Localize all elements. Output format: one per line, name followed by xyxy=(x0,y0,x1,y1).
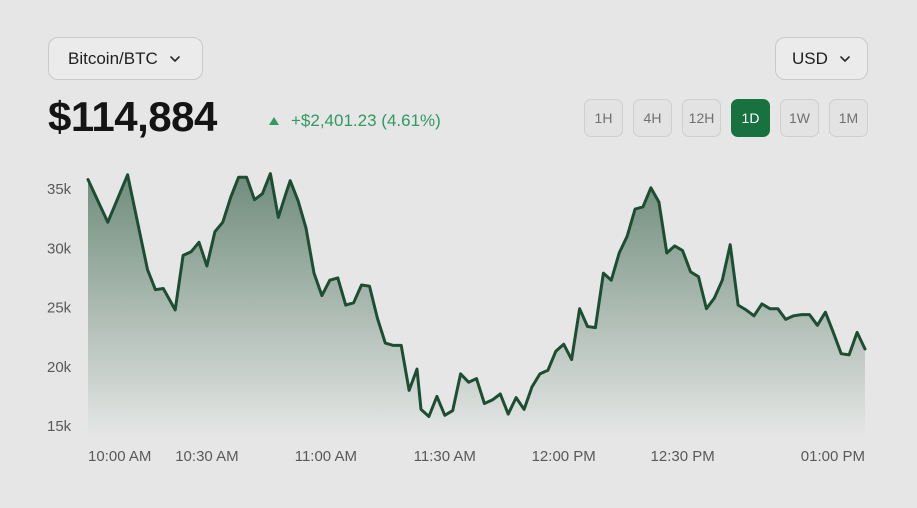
range-button-1w[interactable]: 1W xyxy=(780,99,819,137)
chevron-down-icon xyxy=(169,55,180,62)
x-tick-label: 10:00 AM xyxy=(88,448,151,465)
x-axis: 10:00 AM 10:30 AM 11:00 AM 11:30 AM 12:00 PM… xyxy=(88,448,865,465)
asset-label: Bitcoin/BTC xyxy=(68,48,158,68)
range-button-1m[interactable]: 1M xyxy=(829,99,868,137)
asset-selector[interactable]: Bitcoin/BTC xyxy=(48,37,203,80)
x-tick-label: 12:00 PM xyxy=(532,448,596,465)
currency-selector[interactable]: USD xyxy=(775,37,868,80)
price-change-text: +$2,401.23 (4.61%) xyxy=(291,111,441,130)
price-change: +$2,401.23 (4.61%) xyxy=(268,111,441,131)
y-axis: 15k 20k 25k 30k 35k xyxy=(47,181,72,435)
range-button-12h[interactable]: 12H xyxy=(682,99,721,137)
chevron-down-icon xyxy=(840,55,850,62)
y-tick-label: 15k xyxy=(47,418,72,435)
x-tick-label: 10:30 AM xyxy=(175,448,238,465)
price-line xyxy=(86,172,867,418)
x-tick-label: 11:30 AM xyxy=(414,448,476,465)
price-area xyxy=(88,173,865,433)
range-button-1h[interactable]: 1H xyxy=(584,99,623,137)
y-tick-label: 20k xyxy=(47,359,72,376)
current-price: $114,884 xyxy=(48,93,217,140)
x-tick-label: 01:00 PM xyxy=(801,448,865,465)
y-tick-label: 25k xyxy=(47,300,72,317)
x-tick-label: 12:30 PM xyxy=(651,448,715,465)
range-button-4h[interactable]: 4H xyxy=(633,99,672,137)
triangle-up-icon xyxy=(269,117,279,125)
currency-label: USD xyxy=(792,48,828,68)
range-button-1d[interactable]: 1D xyxy=(731,99,770,137)
y-tick-label: 35k xyxy=(47,181,72,198)
x-tick-label: 11:00 AM xyxy=(295,448,357,465)
y-tick-label: 30k xyxy=(47,240,72,257)
